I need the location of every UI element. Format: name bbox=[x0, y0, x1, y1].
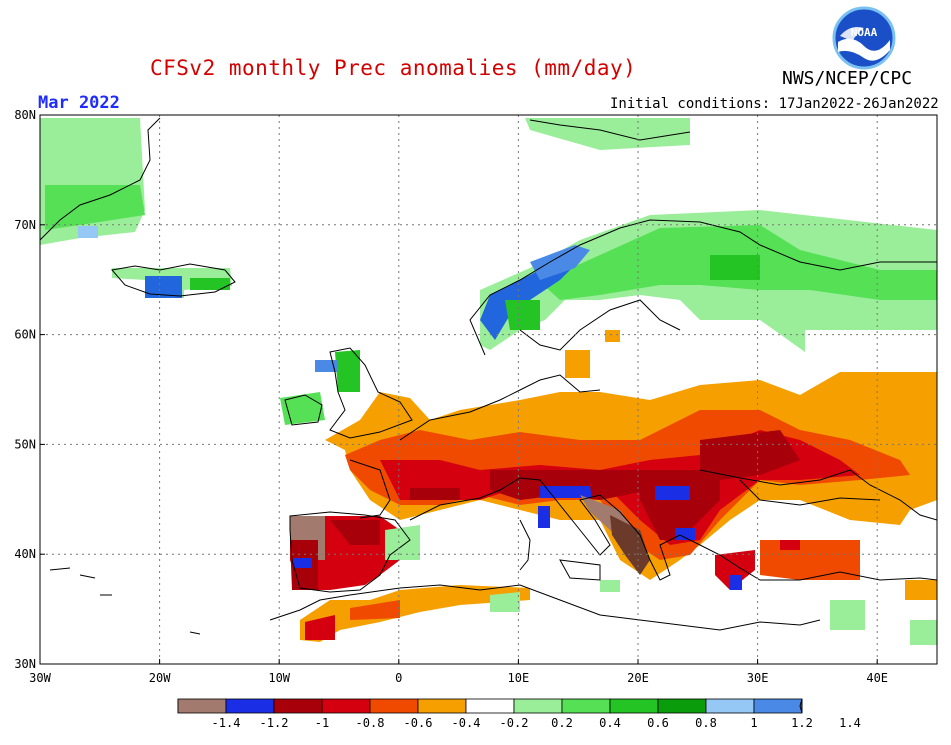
legend-label: 1.4 bbox=[839, 716, 861, 730]
legend-label: 0.8 bbox=[695, 716, 717, 730]
forecast-month: Mar 2022 bbox=[38, 93, 120, 113]
initial-conditions: Initial conditions: 17Jan2022-26Jan2022 bbox=[610, 96, 939, 112]
organization-label: NWS/NCEP/CPC bbox=[782, 68, 913, 89]
legend-swatch bbox=[657, 698, 707, 714]
lon-label: 30E bbox=[747, 671, 769, 685]
chart-title: CFSv2 monthly Prec anomalies (mm/day) bbox=[150, 56, 637, 80]
legend-labels: -1.4 -1.2 -1 -0.8 -0.6 -0.4 -0.2 0.2 0.4 0.6 0.8 1 1… bbox=[212, 716, 861, 730]
legend-swatch bbox=[609, 698, 659, 714]
legend-swatch bbox=[513, 698, 563, 714]
lon-label: 30W bbox=[29, 671, 51, 685]
legend-swatch bbox=[177, 698, 227, 714]
anomaly-field bbox=[40, 118, 937, 645]
logo-text: NOAA bbox=[851, 26, 878, 39]
legend-label: -1 bbox=[315, 716, 329, 730]
map-frame bbox=[39, 114, 938, 665]
gridlines bbox=[40, 115, 937, 664]
lat-label: 50N bbox=[14, 437, 36, 451]
legend-swatch bbox=[561, 698, 611, 714]
legend-arrow-high bbox=[799, 698, 803, 714]
axis-ticks bbox=[39, 114, 878, 665]
legend-label: 0.6 bbox=[647, 716, 669, 730]
legend-label: -1.2 bbox=[260, 716, 289, 730]
lon-label: 10W bbox=[268, 671, 290, 685]
lon-label: 40E bbox=[866, 671, 888, 685]
noaa-logo: NOAA bbox=[832, 6, 896, 74]
legend-swatch bbox=[273, 698, 323, 714]
legend-label: -0.6 bbox=[404, 716, 433, 730]
latitude-labels: 80N 70N 60N 50N 40N 30N bbox=[14, 108, 36, 671]
color-legend bbox=[177, 698, 803, 714]
legend-swatch bbox=[753, 698, 803, 714]
legend-swatch bbox=[465, 698, 515, 714]
legend-label: -1.4 bbox=[212, 716, 241, 730]
lat-label: 80N bbox=[14, 108, 36, 122]
legend-label: -0.8 bbox=[356, 716, 385, 730]
lat-label: 40N bbox=[14, 547, 36, 561]
legend-label: 1 bbox=[750, 716, 757, 730]
legend-swatch bbox=[369, 698, 419, 714]
lat-label: 60N bbox=[14, 328, 36, 342]
lon-label: 0 bbox=[395, 671, 402, 685]
lon-label: 10E bbox=[508, 671, 530, 685]
coastlines bbox=[40, 117, 937, 635]
legend-label: 0.2 bbox=[551, 716, 573, 730]
legend-label: 1.2 bbox=[791, 716, 813, 730]
legend-swatch bbox=[225, 698, 275, 714]
legend-swatch bbox=[705, 698, 755, 714]
legend-label: -0.4 bbox=[452, 716, 481, 730]
lon-label: 20W bbox=[149, 671, 171, 685]
lat-label: 30N bbox=[14, 657, 36, 671]
lat-label: 70N bbox=[14, 218, 36, 232]
longitude-labels: 30W 20W 10W 0 10E 20E 30E 40E bbox=[29, 671, 888, 685]
legend-swatch bbox=[417, 698, 467, 714]
legend-label: -0.2 bbox=[500, 716, 529, 730]
legend-label: 0.4 bbox=[599, 716, 621, 730]
lon-label: 20E bbox=[627, 671, 649, 685]
legend-swatch bbox=[321, 698, 371, 714]
